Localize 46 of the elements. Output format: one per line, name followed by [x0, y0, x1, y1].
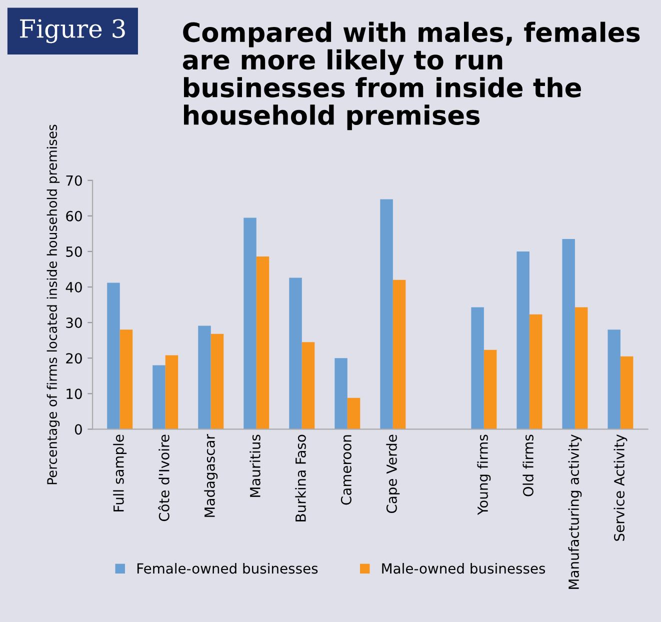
y-tick-label: 30 — [66, 318, 82, 328]
bar — [256, 256, 270, 430]
bar — [484, 350, 497, 430]
bar — [289, 278, 302, 430]
bar — [210, 334, 224, 430]
x-tick-label: Cape Verde — [386, 434, 400, 514]
bar — [334, 358, 348, 430]
bar — [471, 307, 484, 430]
y-tick-label: 10 — [66, 388, 82, 400]
bar — [608, 330, 620, 430]
legend-label: Male-owned businesses — [382, 562, 546, 574]
x-tick-label: Madagascar — [204, 434, 218, 517]
bar — [347, 398, 360, 430]
x-tick-label: Burkina Faso — [295, 434, 306, 522]
bar — [529, 314, 542, 430]
y-tick-label: 0 — [74, 424, 82, 435]
bar — [516, 251, 530, 430]
x-tick-label: Manufacturing activity — [568, 434, 582, 589]
bar — [380, 199, 393, 430]
y-tick-label: 50 — [66, 246, 82, 257]
legend-label: Female-owned businesses — [137, 562, 318, 574]
bar — [562, 239, 575, 430]
bar — [574, 307, 588, 430]
y-tick-label: 20 — [66, 353, 82, 364]
bar — [198, 326, 211, 430]
y-axis-title: Percentage of firms located inside household premises — [46, 124, 60, 484]
x-tick-label: Côte d'Ivoire — [158, 434, 170, 522]
x-tick-label: Service Activity — [614, 434, 628, 541]
bar — [302, 342, 315, 430]
y-tick-label: 60 — [66, 210, 82, 222]
y-tick-label: 70 — [66, 175, 82, 186]
x-tick-label: Cameroon — [340, 435, 352, 505]
bar — [120, 330, 133, 430]
bar — [107, 282, 120, 430]
bar — [392, 280, 406, 430]
bar — [152, 365, 166, 430]
bar — [244, 218, 256, 430]
x-tick-label: Young firms — [477, 434, 491, 516]
x-tick-label: Full sample — [113, 434, 127, 512]
chart-title: Compared with males, females are more likely to run businesses from inside the household premises — [182, 22, 640, 130]
bar — [165, 355, 178, 430]
y-tick-label: 40 — [66, 282, 82, 292]
x-tick-label: Mauritius — [250, 434, 260, 497]
x-tick-label: Old firms — [522, 434, 534, 496]
caption: Figure 3 — [20, 19, 125, 44]
bar — [620, 356, 634, 430]
